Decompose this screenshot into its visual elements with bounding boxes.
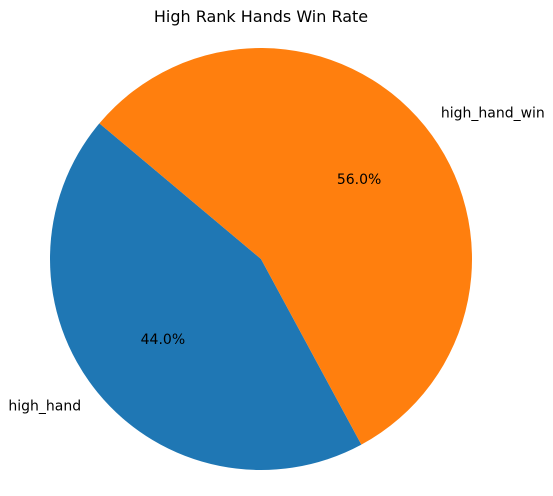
pie-slice-high-hand-win: [99, 47, 473, 445]
pie-slices: [50, 47, 473, 471]
pct-label-high-hand-win: 56.0%: [337, 172, 381, 188]
slice-label-high-hand-win: high_hand_win: [441, 105, 545, 121]
pie-slice-high-hand: [50, 123, 362, 471]
pct-label-high-hand: 44.0%: [141, 332, 185, 348]
slice-label-high-hand: high_hand: [8, 399, 81, 415]
pie-labels: 44.0% high_hand 56.0% high_hand_win: [8, 105, 544, 414]
chart-title: High Rank Hands Win Rate: [154, 7, 368, 26]
